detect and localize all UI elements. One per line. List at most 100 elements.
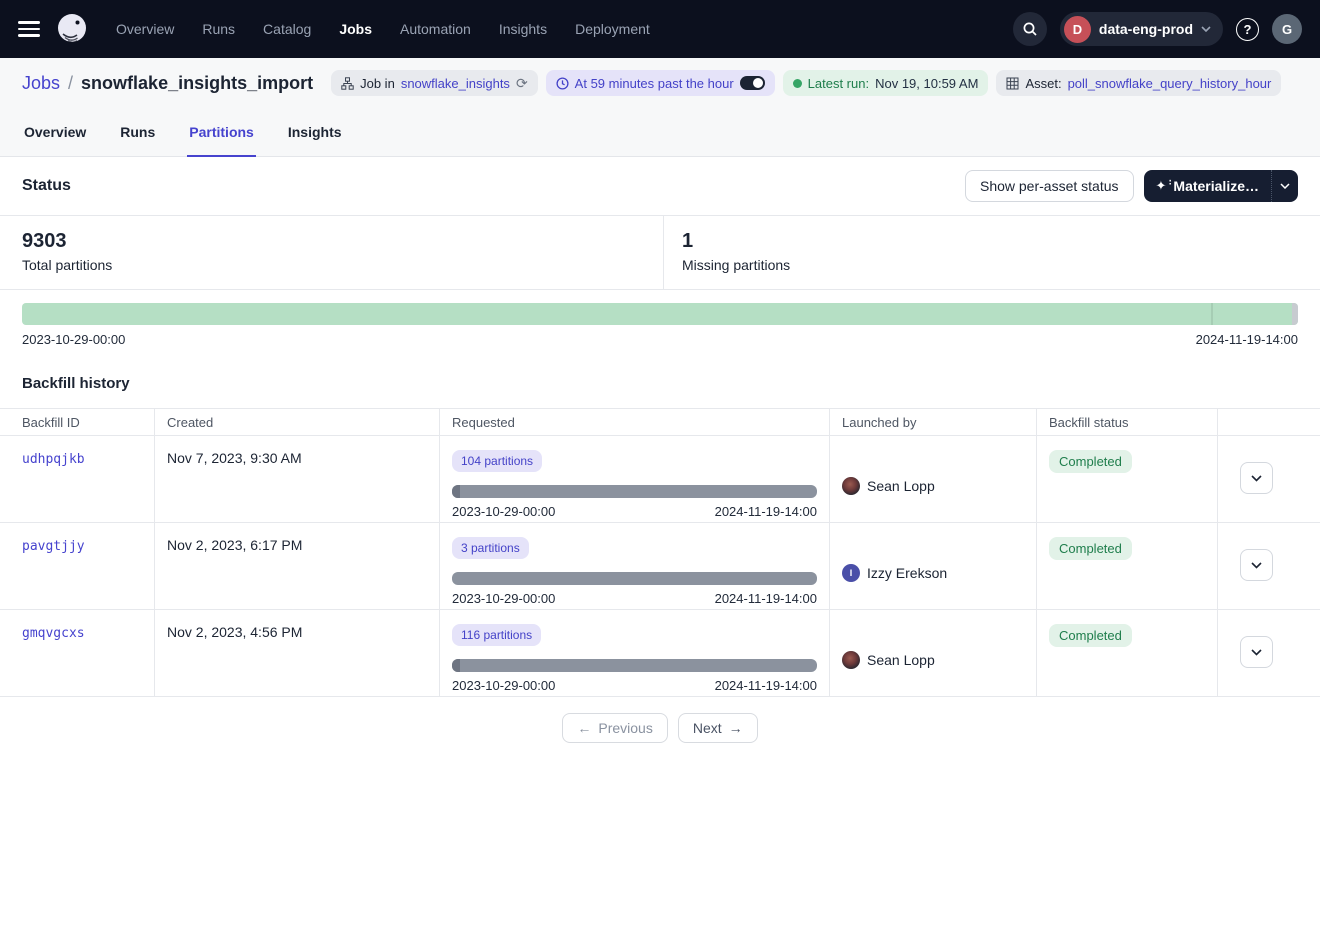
row-actions-menu-button[interactable] [1240, 462, 1273, 494]
tab-runs[interactable]: Runs [120, 124, 156, 140]
backfill-status-badge: Completed [1049, 537, 1132, 560]
nav-item-deployment[interactable]: Deployment [575, 21, 650, 37]
backfill-history-title: Backfill history [22, 375, 130, 392]
created-cell: Nov 2, 2023, 6:17 PM [155, 523, 440, 609]
backfill-status-badge: Completed [1049, 624, 1132, 647]
workspace-avatar: D [1063, 15, 1091, 43]
backfill-range-bar [452, 572, 817, 585]
col-requested: Requested [440, 409, 830, 435]
status-header-row: Status Show per-asset status ✦ ∶ Material… [0, 157, 1320, 215]
left-arrow-icon: ← [577, 720, 592, 736]
breadcrumb-jobs-link[interactable]: Jobs [22, 72, 61, 93]
backfill-range-bar [452, 485, 817, 498]
right-arrow-icon: → [728, 720, 743, 736]
previous-page-button[interactable]: ← Previous [562, 713, 668, 743]
launched-by-name: Sean Lopp [867, 478, 935, 494]
page-tabs: Overview Runs Partitions Insights [0, 108, 1320, 157]
nav-item-runs[interactable]: Runs [202, 21, 236, 37]
chevron-down-icon [1251, 474, 1262, 482]
nav-item-jobs[interactable]: Jobs [339, 21, 372, 37]
workspace-switcher[interactable]: D data-eng-prod [1059, 12, 1223, 46]
nav-item-automation[interactable]: Automation [400, 21, 471, 37]
navbar-right: D data-eng-prod ? G [1012, 12, 1302, 46]
user-avatar[interactable]: G [1272, 14, 1302, 44]
chevron-down-icon [1251, 561, 1262, 569]
pagination: ← Previous Next → [0, 713, 1320, 743]
requested-cell: 116 partitions 2023-10-29-00:00 2024-11-… [440, 610, 830, 696]
missing-partition-segment[interactable] [1292, 303, 1298, 325]
nav-item-catalog[interactable]: Catalog [263, 21, 312, 37]
requested-partitions-pill: 104 partitions [452, 450, 543, 472]
launched-by-cell: I Izzy Erekson [830, 523, 1037, 609]
table-row: udhpqjkb Nov 7, 2023, 9:30 AM 104 partit… [0, 436, 1320, 523]
total-partitions-value: 9303 [22, 230, 67, 252]
table-row: gmqvgcxs Nov 2, 2023, 4:56 PM 116 partit… [0, 610, 1320, 697]
missing-partitions-label: Missing partitions [682, 257, 791, 273]
row-actions-menu-button[interactable] [1240, 636, 1273, 668]
breadcrumb-bar: Jobs / snowflake_insights_import Job in … [0, 58, 1320, 108]
next-page-button[interactable]: Next → [677, 713, 758, 743]
requested-cell: 104 partitions 2023-10-29-00:00 2024-11-… [440, 436, 830, 522]
backfill-table-header: Backfill ID Created Requested Launched b… [0, 408, 1320, 436]
range-end-label: 2024-11-19-14:00 [714, 591, 817, 606]
user-avatar [842, 477, 860, 495]
show-per-asset-status-button[interactable]: Show per-asset status [964, 170, 1134, 202]
job-location-link[interactable]: snowflake_insights [400, 75, 510, 91]
backfill-range-bar [452, 659, 817, 672]
status-section-title: Status [22, 177, 71, 194]
top-navbar: Overview Runs Catalog Jobs Automation In… [0, 0, 1320, 58]
tab-partitions[interactable]: Partitions [187, 124, 256, 157]
main-nav: Overview Runs Catalog Jobs Automation In… [116, 21, 650, 37]
grid-table-icon [1006, 77, 1019, 89]
dagster-logo-icon[interactable] [54, 11, 90, 47]
col-backfill-status: Backfill status [1037, 409, 1218, 435]
launched-by-name: Sean Lopp [867, 652, 935, 668]
launched-by-cell: Sean Lopp [830, 610, 1037, 696]
backfill-table-body: udhpqjkb Nov 7, 2023, 9:30 AM 104 partit… [0, 436, 1320, 697]
backfill-id-link[interactable]: udhpqjkb [22, 452, 85, 467]
job-location-badge: Job in snowflake_insights ⟳ [331, 70, 538, 96]
schedule-toggle[interactable] [739, 76, 765, 90]
materialize-dropdown-toggle[interactable] [1271, 170, 1298, 202]
org-chart-icon [341, 76, 354, 90]
missing-partitions-stat: 1 Missing partitions [663, 216, 790, 289]
user-avatar [842, 651, 860, 669]
nav-item-insights[interactable]: Insights [498, 21, 548, 37]
partition-range-end: 2024-11-19-14:00 [1195, 332, 1298, 347]
asset-badge-label: Asset: [1025, 75, 1062, 91]
hamburger-menu-icon[interactable] [18, 21, 40, 37]
chevron-down-icon [1251, 648, 1262, 656]
backfill-id-link[interactable]: pavgtjjy [22, 539, 85, 554]
partition-health-bar[interactable] [22, 303, 1298, 325]
requested-partitions-pill: 116 partitions [452, 624, 542, 646]
asset-badge: Asset: poll_snowflake_query_history_hour [996, 70, 1282, 96]
sparkle-icon: ✦ ∶ [1155, 178, 1172, 193]
page-title: snowflake_insights_import [81, 72, 314, 93]
search-icon[interactable] [1012, 12, 1047, 46]
latest-run-link[interactable]: Nov 19, 10:59 AM [875, 75, 979, 91]
asset-link[interactable]: poll_snowflake_query_history_hour [1067, 75, 1272, 91]
partition-health-section: 2023-10-29-00:00 2024-11-19-14:00 [0, 290, 1320, 347]
range-start-label: 2023-10-29-00:00 [452, 678, 556, 693]
status-dot-icon [792, 78, 802, 88]
schedule-label: At 59 minutes past the hour [574, 75, 734, 91]
col-actions [1218, 409, 1320, 435]
workspace-name: data-eng-prod [1098, 21, 1193, 37]
tab-insights[interactable]: Insights [287, 124, 342, 140]
launched-by-name: Izzy Erekson [867, 565, 948, 581]
latest-run-badge: Latest run: Nov 19, 10:59 AM [782, 70, 989, 96]
clock-icon [556, 76, 569, 90]
nav-item-overview[interactable]: Overview [116, 21, 175, 37]
total-partitions-label: Total partitions [22, 257, 113, 273]
chevron-down-icon [1280, 183, 1290, 189]
row-actions-menu-button[interactable] [1240, 549, 1273, 581]
help-icon[interactable]: ? [1236, 17, 1259, 41]
materialize-button[interactable]: ✦ ∶ Materialize… [1143, 170, 1298, 202]
refresh-icon[interactable]: ⟳ [515, 75, 528, 91]
table-row: pavgtjjy Nov 2, 2023, 6:17 PM 3 partitio… [0, 523, 1320, 610]
range-start-label: 2023-10-29-00:00 [452, 504, 556, 519]
tab-overview[interactable]: Overview [24, 124, 87, 140]
created-cell: Nov 2, 2023, 4:56 PM [155, 610, 440, 696]
requested-partitions-pill: 3 partitions [452, 537, 529, 559]
backfill-id-link[interactable]: gmqvgcxs [22, 626, 85, 641]
